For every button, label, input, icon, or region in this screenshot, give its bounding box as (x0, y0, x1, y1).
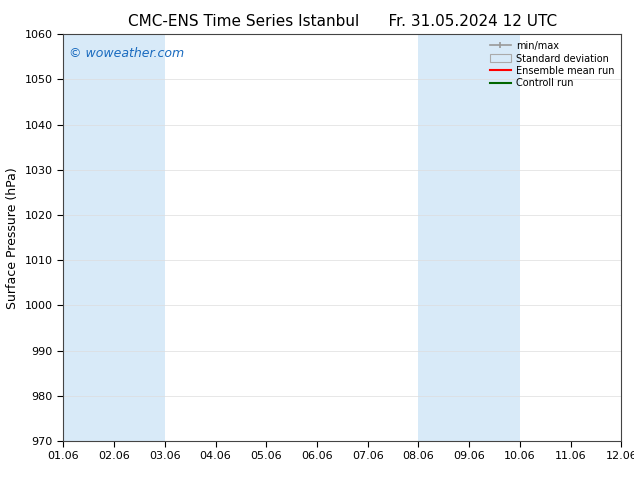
Bar (63, 34, 165, 441)
Y-axis label: Surface Pressure (hPa): Surface Pressure (hPa) (6, 167, 19, 309)
Text: © woweather.com: © woweather.com (69, 47, 184, 59)
Title: CMC-ENS Time Series Istanbul      Fr. 31.05.2024 12 UTC: CMC-ENS Time Series Istanbul Fr. 31.05.2… (128, 14, 557, 29)
Legend: min/max, Standard deviation, Ensemble mean run, Controll run: min/max, Standard deviation, Ensemble me… (488, 39, 616, 90)
Bar (621, 34, 634, 441)
Bar (418, 34, 520, 441)
